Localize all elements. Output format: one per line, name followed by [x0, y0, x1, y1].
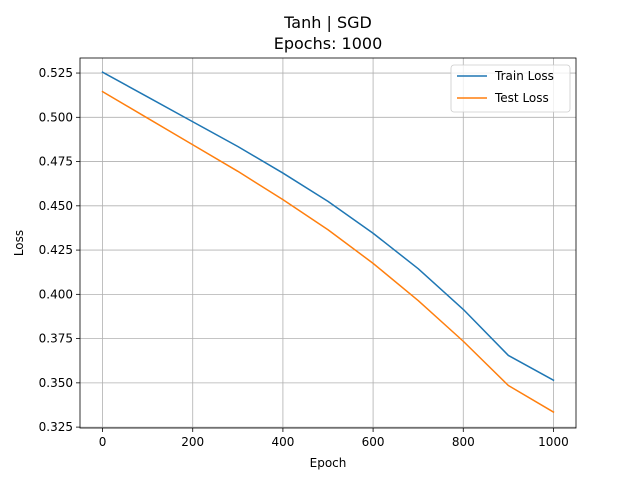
y-tick-label: 0.525	[39, 66, 73, 80]
x-tick-label: 400	[271, 435, 294, 449]
x-tick-label: 0	[99, 435, 107, 449]
x-tick-label: 200	[181, 435, 204, 449]
y-tick-label: 0.400	[39, 287, 73, 301]
y-tick-label: 0.350	[39, 376, 73, 390]
chart-subtitle: Epochs: 1000	[274, 34, 383, 53]
legend: Train Loss Test Loss	[450, 64, 571, 113]
y-tick-label: 0.475	[39, 155, 73, 169]
y-tick-label: 0.325	[39, 420, 73, 434]
chart-title: Tanh | SGD	[283, 13, 372, 32]
x-tick-label: 800	[452, 435, 475, 449]
series-lines	[101, 71, 555, 414]
axis-ticks: 0 200 400 600 800 1000 0.325 0.350 0.375 0.400 0.4…	[39, 66, 569, 449]
series-line-train-loss	[101, 71, 555, 382]
y-axis-label: Loss	[12, 230, 26, 256]
y-tick-label: 0.425	[39, 243, 73, 257]
y-tick-label: 0.375	[39, 332, 73, 346]
legend-label-train-loss: Train Loss	[494, 69, 554, 83]
grid	[80, 58, 576, 428]
x-axis-label: Epoch	[310, 456, 347, 470]
legend-label-test-loss: Test Loss	[494, 91, 549, 105]
x-tick-label: 1000	[538, 435, 569, 449]
y-tick-label: 0.450	[39, 199, 73, 213]
y-tick-label: 0.500	[39, 110, 73, 124]
x-tick-label: 600	[362, 435, 385, 449]
series-line-test-loss	[101, 90, 555, 414]
plot-frame	[79, 57, 577, 429]
